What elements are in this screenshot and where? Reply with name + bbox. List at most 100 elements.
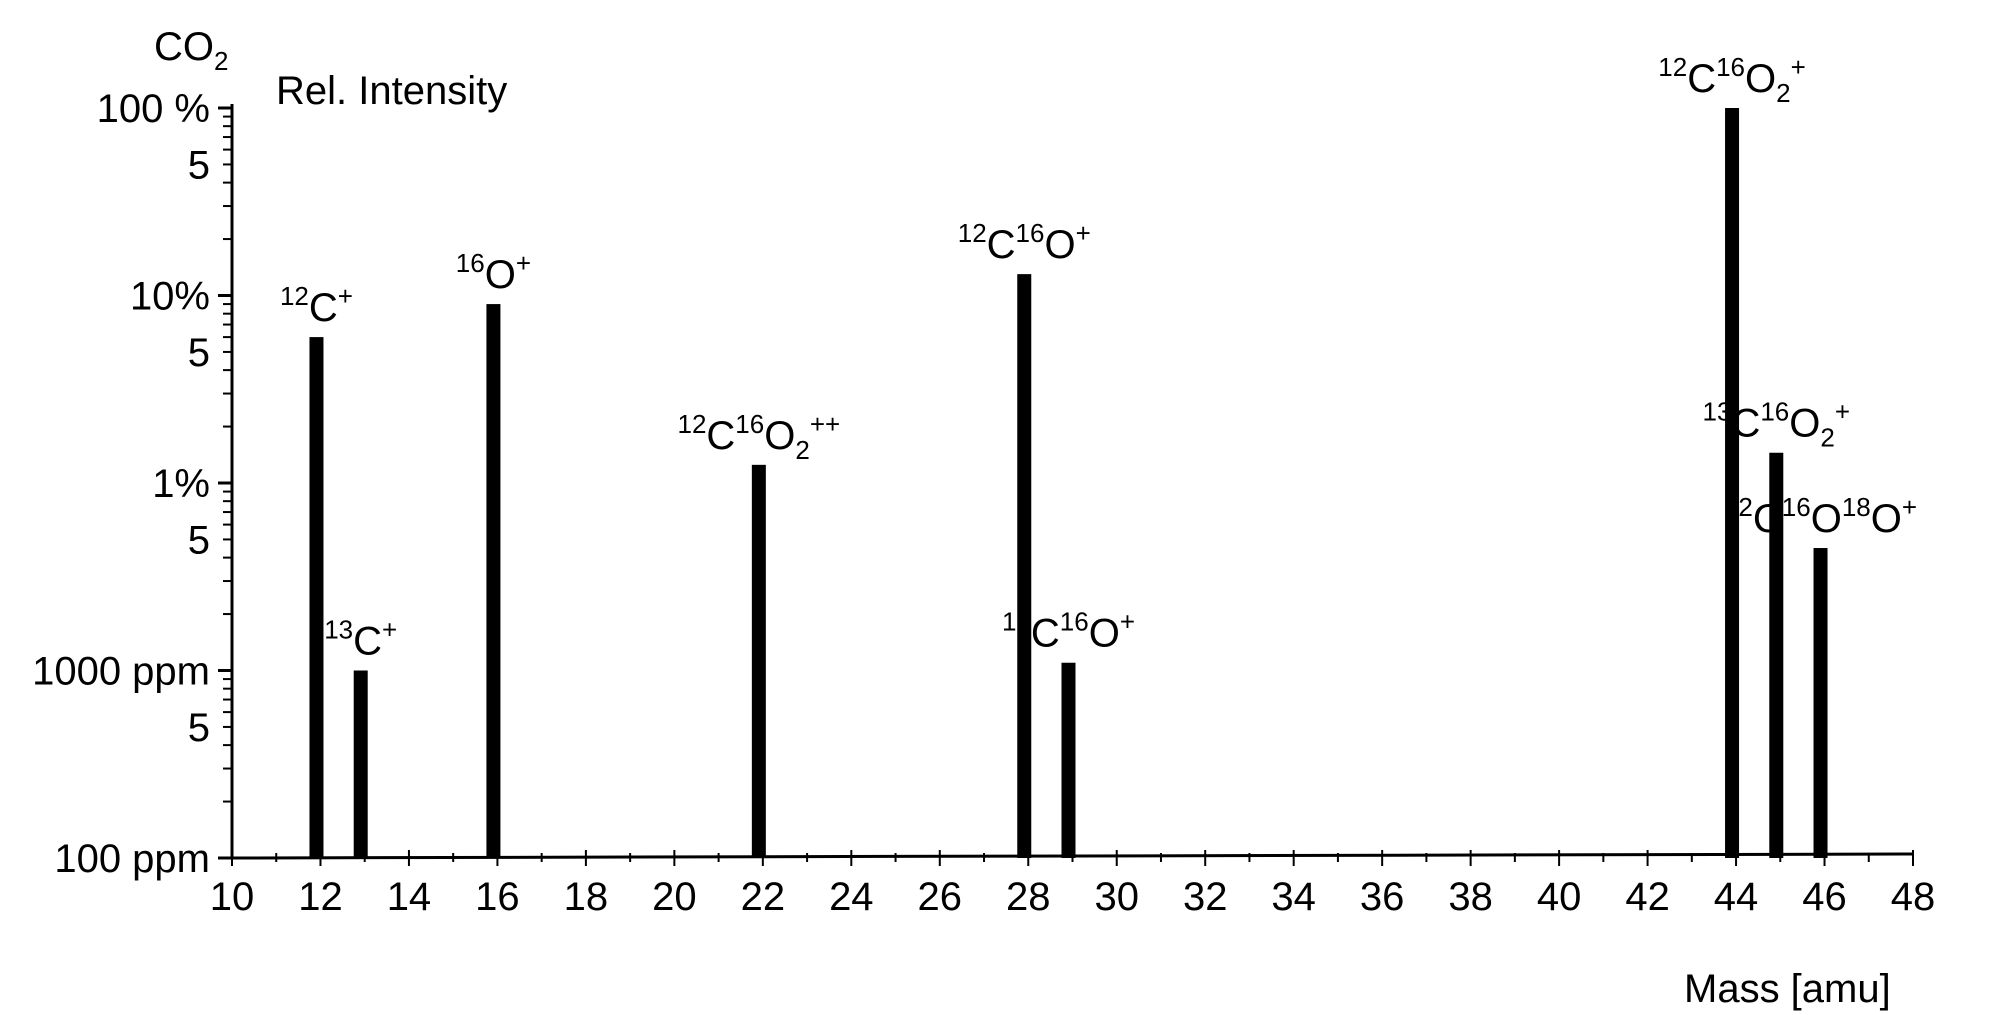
peak-label-part: + — [382, 615, 397, 645]
peak-label-part: C — [1753, 497, 1782, 541]
peak-label-28: 12C16O+ — [958, 218, 1091, 267]
y-tick-label: 100 % — [97, 87, 210, 131]
peak-label-part: 16 — [735, 409, 764, 439]
bars — [309, 108, 1828, 858]
peak-label-part: O — [764, 414, 795, 458]
peak-label-29: 13C16O+ — [1002, 607, 1135, 656]
x-tick-label: 18 — [564, 875, 609, 919]
peak-label-44: 12C16O2+ — [1658, 52, 1806, 108]
peak-label-part: + — [516, 248, 531, 278]
peak-label-part: C — [353, 620, 382, 664]
x-tick-label: 22 — [741, 875, 786, 919]
peak-labels: 12C+13C+16O+12C16O2++12C16O+13C16O+12C16… — [280, 52, 1917, 664]
peak-label-part: O — [1745, 57, 1776, 101]
peak-label-part: O — [485, 253, 516, 297]
peak-label-part: C — [706, 414, 735, 458]
x-tick-label: 28 — [1006, 875, 1051, 919]
peak-label-part: ++ — [810, 409, 840, 439]
y-tick-label: 5 — [188, 706, 210, 750]
peak-label-part: O — [1789, 402, 1820, 446]
peak-label-part: 16 — [1716, 52, 1745, 82]
peak-label-part: 12 — [1658, 52, 1687, 82]
peak-label-part: + — [1835, 397, 1850, 427]
peak-label-part: 12 — [1724, 492, 1753, 522]
peak-label-part: C — [309, 286, 338, 330]
peak-bar-28 — [1017, 274, 1032, 858]
x-axis-label: Mass [amu] — [1684, 967, 1891, 1011]
y-tick-label: 5 — [188, 331, 210, 375]
y-tick-label: 5 — [188, 518, 210, 562]
peak-label-part: + — [338, 281, 353, 311]
y-tick-label: 10% — [130, 275, 210, 319]
peak-label-part: C — [1687, 57, 1716, 101]
y-tick-label: 1000 ppm — [32, 650, 210, 694]
x-tick-label: 30 — [1094, 875, 1139, 919]
x-tick-label: 16 — [475, 875, 520, 919]
x-tick-label: 44 — [1714, 875, 1759, 919]
x-tick-label: 12 — [298, 875, 343, 919]
peak-label-part: 16 — [456, 248, 485, 278]
peak-label-part: 2 — [795, 435, 809, 465]
chart-title-sub: 2 — [214, 46, 228, 76]
peak-label-part: 2 — [1776, 78, 1790, 108]
peak-label-part: 12 — [958, 218, 987, 248]
peak-label-part: 13 — [324, 615, 353, 645]
peak-bar-13 — [353, 670, 368, 858]
peak-label-part: C — [1031, 612, 1060, 656]
peak-label-part: + — [1120, 607, 1135, 637]
peak-label-part: 12 — [280, 281, 309, 311]
peak-label-part: O — [1811, 497, 1842, 541]
peak-bar-44 — [1725, 108, 1740, 858]
peak-label-part: O — [1044, 223, 1075, 267]
peak-label-part: + — [1076, 218, 1091, 248]
peak-bar-29 — [1061, 662, 1076, 858]
x-tick-label: 42 — [1625, 875, 1670, 919]
x-tick-label: 40 — [1537, 875, 1582, 919]
x-tick-label: 14 — [387, 875, 432, 919]
x-tick-label: 20 — [652, 875, 697, 919]
x-tick-label: 10 — [210, 875, 255, 919]
x-tick-label: 38 — [1448, 875, 1493, 919]
peak-label-part: C — [1731, 402, 1760, 446]
peak-label-45: 13C16O2+ — [1703, 397, 1851, 453]
peak-bar-46 — [1813, 548, 1828, 858]
peak-bar-22 — [751, 464, 766, 858]
peak-label-part: 12 — [677, 409, 706, 439]
peak-label-part: + — [1902, 492, 1917, 522]
chart-title-main: CO — [154, 25, 214, 69]
peak-label-12: 12C+ — [280, 281, 353, 330]
x-tick-label: 34 — [1271, 875, 1316, 919]
peak-label-part: O — [1871, 497, 1902, 541]
x-tick-label: 48 — [1891, 875, 1936, 919]
peak-label-part: C — [987, 223, 1016, 267]
y-tick-label: 1% — [152, 462, 210, 506]
peak-bar-12 — [309, 337, 324, 858]
peak-label-13: 13C+ — [324, 615, 397, 664]
chart-title: CO2 — [154, 25, 228, 76]
x-tick-label: 32 — [1183, 875, 1228, 919]
peak-label-22: 12C16O2++ — [677, 409, 840, 465]
y-tick-label: 5 — [188, 143, 210, 187]
x-tick-label: 26 — [918, 875, 963, 919]
peak-label-part: 2 — [1820, 423, 1834, 453]
peak-label-part: 16 — [1782, 492, 1811, 522]
peak-label-part: + — [1791, 52, 1806, 82]
peak-bar-16 — [486, 304, 501, 858]
peak-label-16: 16O+ — [456, 248, 531, 297]
peak-label-part: 16 — [1060, 607, 1089, 637]
x-tick-label: 46 — [1802, 875, 1847, 919]
x-tick-label: 36 — [1360, 875, 1405, 919]
peak-label-part: 16 — [1016, 218, 1045, 248]
x-tick-label: 24 — [829, 875, 874, 919]
y-axis-label: Rel. Intensity — [276, 69, 507, 113]
y-tick-label: 100 ppm — [54, 837, 210, 881]
peak-bar-45 — [1769, 452, 1784, 858]
peak-label-46: 12C16O18O+ — [1724, 492, 1917, 541]
peak-label-part: 16 — [1760, 397, 1789, 427]
peak-label-part: 18 — [1842, 492, 1871, 522]
peak-label-part: 13 — [1703, 397, 1732, 427]
peak-label-part: O — [1089, 612, 1120, 656]
peak-label-part: 13 — [1002, 607, 1031, 637]
